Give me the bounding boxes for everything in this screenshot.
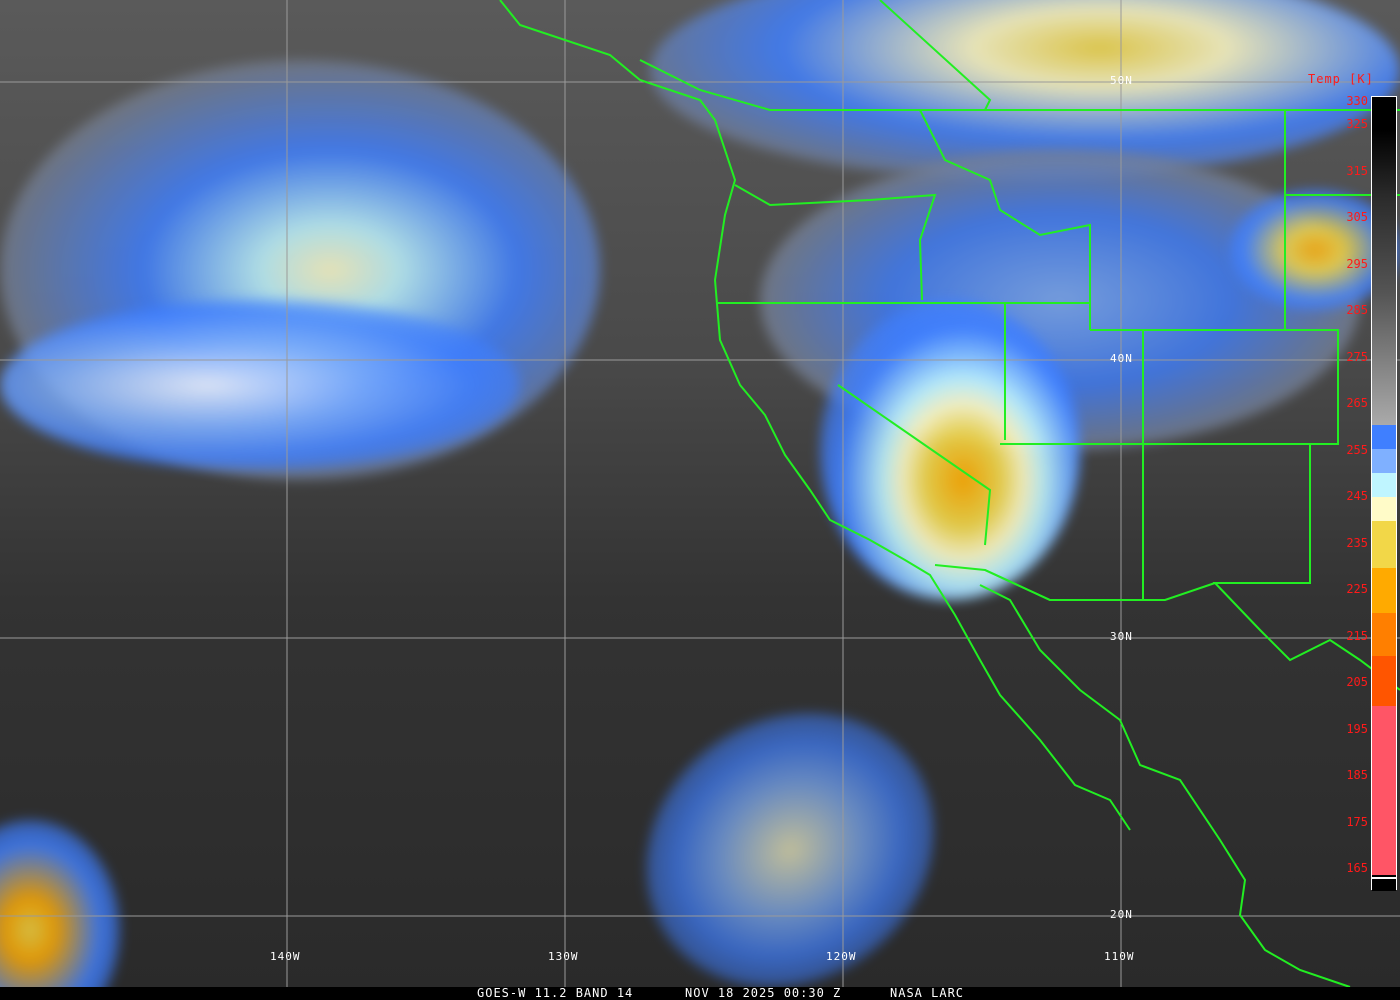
colorbar-tick-label: 315: [1346, 163, 1368, 178]
colorbar-tick-label: 165: [1346, 861, 1368, 876]
cb-pink: [1372, 706, 1396, 875]
cb-blue: [1372, 425, 1396, 449]
border-n-canada: [879, 0, 992, 111]
lat-label-40n: 40N: [1110, 352, 1133, 365]
colorbar-tick-label: 175: [1346, 814, 1368, 829]
colorbar-tick-label: 330: [1346, 94, 1368, 108]
colorbar-tick-label: 305: [1346, 210, 1368, 225]
colorbar-tick-label: 265: [1346, 396, 1368, 411]
colorbar-tick-label: 195: [1346, 721, 1368, 736]
border-az-nm: [984, 330, 1144, 601]
caption-source: NASA LARC: [890, 986, 965, 1000]
colorbar-tick-label: 185: [1346, 768, 1368, 783]
caption-bar: GOES-W 11.2 BAND 14 NOV 18 2025 00:30 Z …: [0, 987, 1400, 1000]
border-us-mexico: [934, 564, 1216, 601]
lon-label-140w: 140W: [270, 950, 301, 963]
colorbar-tick-label: 275: [1346, 349, 1368, 364]
colorbar-tick-label: 325: [1346, 117, 1368, 132]
cb-red-orange: [1372, 656, 1396, 706]
lon-label-130w: 130W: [548, 950, 579, 963]
colorbar-tick-label: 215: [1346, 628, 1368, 643]
border-ut-co: [1000, 329, 1339, 445]
lon-label-110w: 110W: [1104, 950, 1135, 963]
border-wa-or: [734, 184, 937, 301]
cloud-band-west: [0, 300, 520, 470]
colorbar-tick-label: 205: [1346, 675, 1368, 690]
lat-label-20n: 20N: [1110, 908, 1133, 921]
colorbar-tick-label: 235: [1346, 535, 1368, 550]
cb-bottom-black: [1372, 877, 1396, 891]
colorbar-tick-label: 295: [1346, 256, 1368, 271]
cb-dark-orange: [1372, 613, 1396, 656]
colorbar-title: Temp [K]: [1308, 72, 1374, 86]
colorbar-tick-label: 225: [1346, 582, 1368, 597]
cb-yellow: [1372, 521, 1396, 568]
colorbar-tick-label: 245: [1346, 489, 1368, 504]
border-nm-tx: [1212, 444, 1400, 691]
coastline-mexico: [979, 584, 1351, 988]
colorbar-tick-label: 285: [1346, 303, 1368, 318]
cb-orange: [1372, 568, 1396, 613]
cb-light-blue: [1372, 449, 1396, 473]
cloud-california-storm: [820, 300, 1080, 600]
lat-label-30n: 30N: [1110, 630, 1133, 643]
cb-cyan: [1372, 473, 1396, 497]
caption-product: GOES-W 11.2 BAND 14: [477, 986, 634, 1000]
cb-gray-gradient: [1372, 97, 1396, 425]
boundaries: [499, 0, 1400, 988]
lat-label-50n: 50N: [1110, 74, 1133, 87]
colorbar-tick-label: 255: [1346, 442, 1368, 457]
coastline-west-us: [499, 0, 1131, 831]
lon-label-120w: 120W: [826, 950, 857, 963]
border-us-canada: [639, 59, 1400, 111]
caption-datetime: NOV 18 2025 00:30 Z: [685, 986, 842, 1000]
cb-cream: [1372, 497, 1396, 521]
temperature-colorbar: [1371, 96, 1397, 891]
border-ca-nv: [837, 384, 992, 546]
border-id-mt: [919, 109, 1091, 330]
